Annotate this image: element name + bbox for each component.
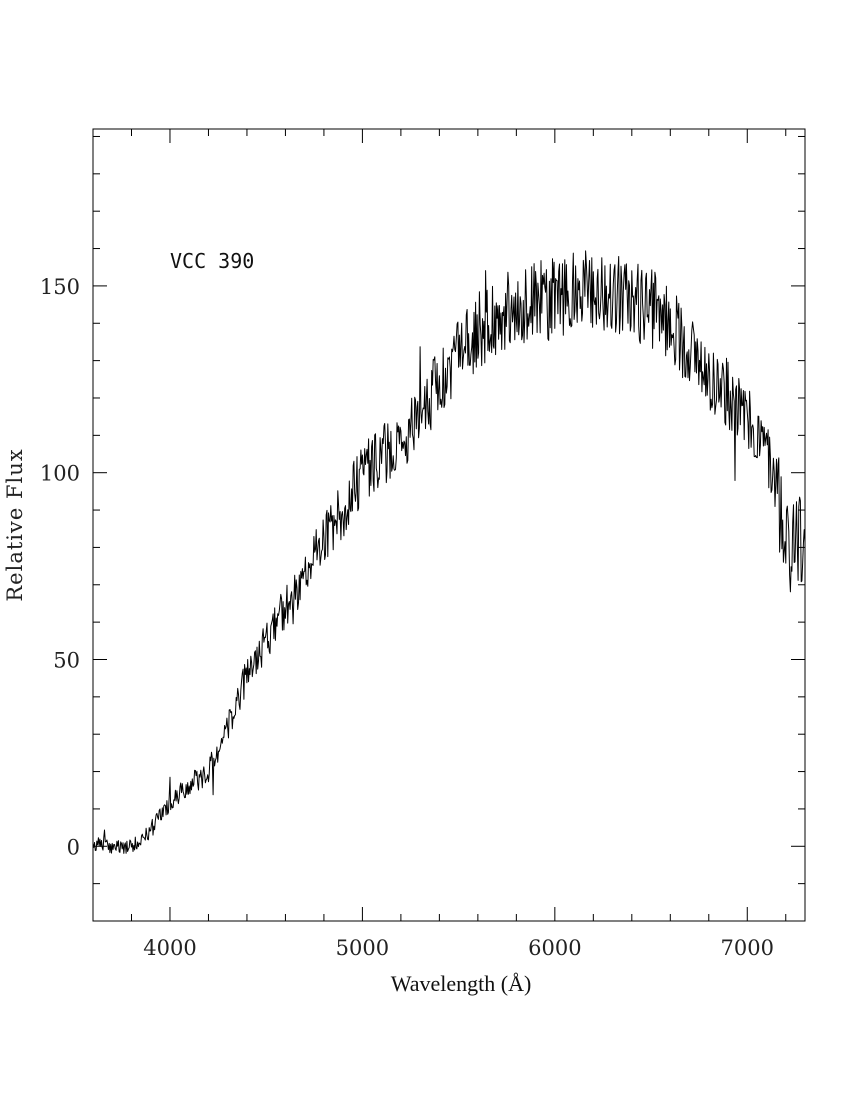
plot-frame xyxy=(92,128,806,922)
x-tick-label: 6000 xyxy=(528,936,581,960)
axis-ticks xyxy=(92,129,805,921)
y-tick-label: 0 xyxy=(67,835,80,859)
axis-tick-labels: 4000 5000 6000 7000 0 50 100 150 xyxy=(40,275,774,960)
spectrum-line xyxy=(92,250,806,854)
y-tick-label: 50 xyxy=(53,648,80,672)
x-tick-label: 5000 xyxy=(336,936,389,960)
y-axis-title: Relative Flux xyxy=(3,448,27,601)
object-label: VCC 390 xyxy=(170,249,254,273)
x-axis-title: Wavelength (Å) xyxy=(391,971,532,996)
y-tick-label: 150 xyxy=(40,275,80,299)
x-tick-label: 4000 xyxy=(143,936,196,960)
x-tick-label: 7000 xyxy=(721,936,774,960)
y-tick-label: 100 xyxy=(40,462,80,486)
